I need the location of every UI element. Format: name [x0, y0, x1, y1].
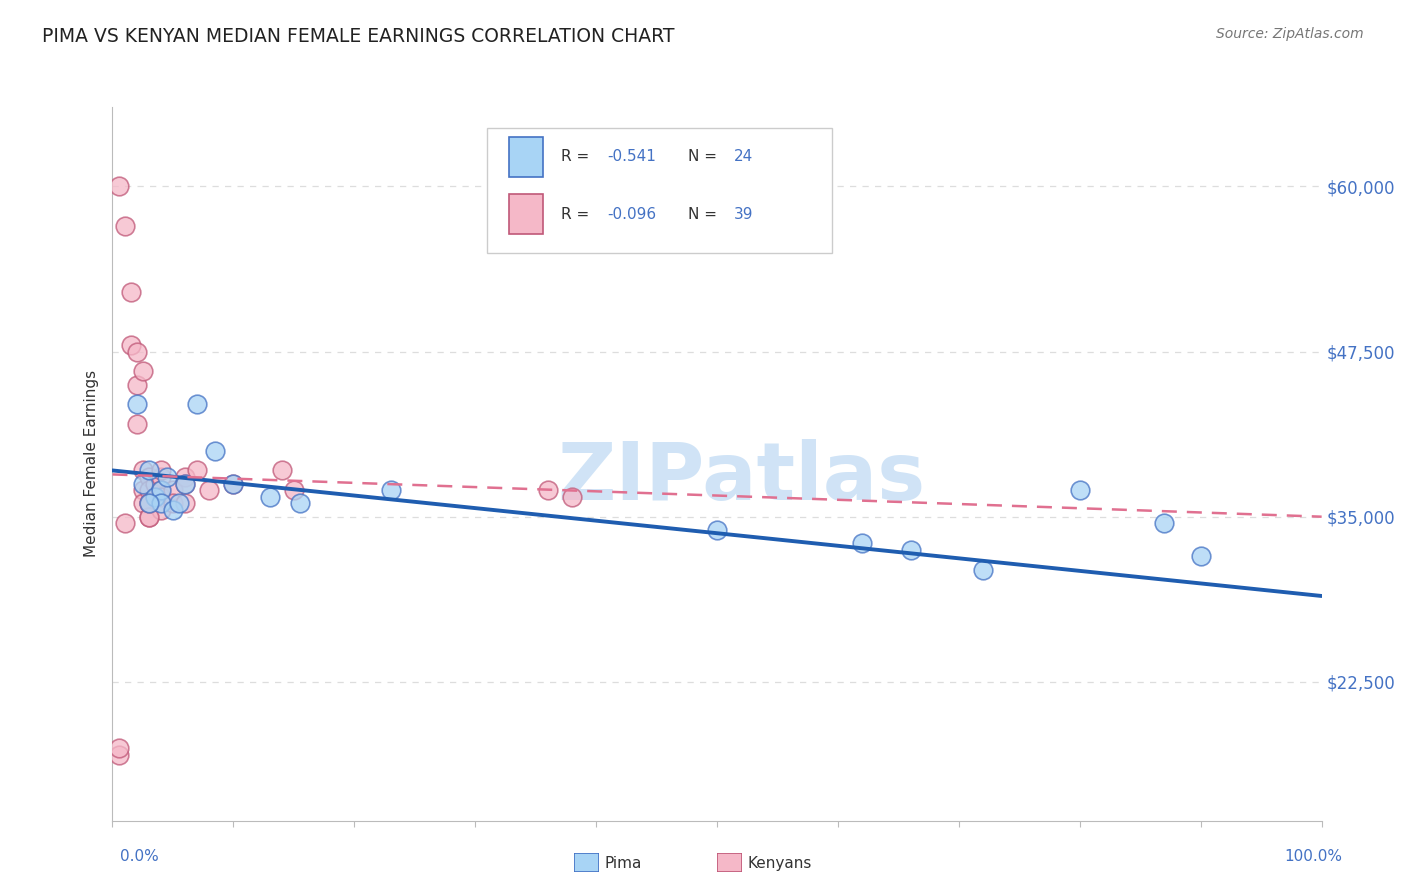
Point [125, 397, 148, 411]
Point [149, 503, 172, 517]
Point [283, 483, 305, 498]
Point [162, 483, 184, 498]
Point [138, 496, 160, 510]
Point [259, 490, 281, 504]
Point [851, 536, 873, 550]
Point [186, 397, 208, 411]
Text: -0.096: -0.096 [607, 207, 657, 221]
Point [138, 496, 160, 510]
Point [143, 490, 166, 504]
Point [706, 523, 728, 537]
Point [167, 496, 190, 510]
Text: Source: ZipAtlas.com: Source: ZipAtlas.com [1216, 27, 1364, 41]
Point [120, 285, 142, 299]
Point [132, 483, 155, 498]
Point [972, 563, 994, 577]
Point [174, 470, 197, 484]
FancyBboxPatch shape [509, 137, 543, 177]
Text: N =: N = [688, 207, 721, 221]
Point [125, 344, 148, 359]
Point [138, 470, 160, 484]
Point [380, 483, 402, 498]
Point [537, 483, 560, 498]
Point [132, 463, 155, 477]
Point [132, 496, 155, 510]
Point [149, 490, 172, 504]
Text: Pima: Pima [605, 856, 643, 871]
Point [1153, 516, 1175, 531]
Point [222, 476, 245, 491]
Text: 100.0%: 100.0% [1285, 849, 1343, 863]
Point [125, 417, 148, 432]
Point [149, 470, 172, 484]
Point [138, 496, 160, 510]
Point [107, 179, 129, 194]
Text: 0.0%: 0.0% [120, 849, 159, 863]
Text: PIMA VS KENYAN MEDIAN FEMALE EARNINGS CORRELATION CHART: PIMA VS KENYAN MEDIAN FEMALE EARNINGS CO… [42, 27, 675, 45]
Point [149, 483, 172, 498]
Point [132, 476, 155, 491]
Text: R =: R = [561, 207, 595, 221]
Point [174, 476, 197, 491]
Point [143, 476, 166, 491]
Point [1069, 483, 1091, 498]
Text: 24: 24 [734, 150, 754, 164]
Point [149, 463, 172, 477]
Point [270, 463, 292, 477]
Text: 39: 39 [734, 207, 754, 221]
Point [143, 490, 166, 504]
Point [561, 490, 583, 504]
Point [138, 463, 160, 477]
Point [162, 496, 184, 510]
FancyBboxPatch shape [488, 128, 832, 253]
Point [125, 377, 148, 392]
Point [162, 503, 184, 517]
Point [107, 741, 129, 756]
Y-axis label: Median Female Earnings: Median Female Earnings [84, 370, 100, 558]
Point [198, 483, 221, 498]
Text: Kenyans: Kenyans [748, 856, 813, 871]
Point [114, 516, 136, 531]
Point [114, 219, 136, 233]
Point [138, 483, 160, 498]
Point [149, 496, 172, 510]
Point [1189, 549, 1212, 564]
Point [149, 483, 172, 498]
Point [138, 509, 160, 524]
Point [132, 364, 155, 378]
Text: -0.541: -0.541 [607, 150, 657, 164]
FancyBboxPatch shape [509, 194, 543, 234]
Point [900, 542, 922, 557]
Point [174, 496, 197, 510]
Point [156, 470, 179, 484]
Text: N =: N = [688, 150, 721, 164]
FancyBboxPatch shape [574, 853, 599, 872]
Point [288, 496, 311, 510]
Point [174, 476, 197, 491]
Text: ZIPatlas: ZIPatlas [557, 439, 925, 517]
Point [204, 443, 226, 458]
Point [222, 476, 245, 491]
Text: R =: R = [561, 150, 595, 164]
Point [120, 338, 142, 352]
Point [186, 463, 208, 477]
Point [107, 747, 129, 762]
Point [138, 509, 160, 524]
FancyBboxPatch shape [717, 853, 742, 872]
